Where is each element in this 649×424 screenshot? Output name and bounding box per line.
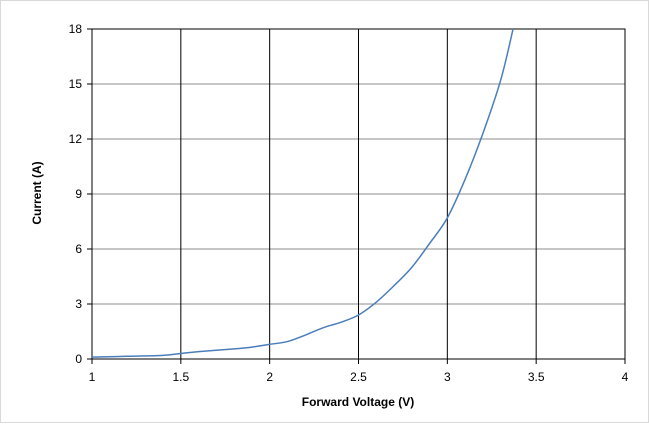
x-tick-label-5: 3.5 — [528, 370, 545, 384]
y-tick-label-0: 0 — [75, 352, 82, 366]
x-tick-label-6: 4 — [622, 370, 629, 384]
tick-label-layer: 1 1.5 2 2.5 3 3.5 4 0 3 6 9 12 15 18 — [69, 22, 629, 384]
y-tick-label-4: 12 — [69, 132, 83, 146]
series-layer — [91, 28, 514, 358]
x-tick-label-2: 2 — [266, 370, 273, 384]
y-tick-label-2: 6 — [75, 242, 82, 256]
y-tick-label-1: 3 — [75, 297, 82, 311]
grid-layer — [91, 28, 626, 360]
y-tick-label-5: 15 — [69, 77, 83, 91]
x-axis-title: Forward Voltage (V) — [302, 395, 414, 409]
x-tick-label-0: 1 — [89, 370, 96, 384]
y-axis-title: Current (A) — [30, 161, 44, 224]
series-line-0 — [91, 28, 514, 358]
plot-border-layer — [87, 28, 626, 364]
y-tick-label-6: 18 — [69, 22, 83, 36]
x-tick-label-3: 2.5 — [350, 370, 367, 384]
y-tick-label-3: 9 — [75, 187, 82, 201]
x-tick-label-4: 3 — [444, 370, 451, 384]
x-tick-label-1: 1.5 — [172, 370, 189, 384]
